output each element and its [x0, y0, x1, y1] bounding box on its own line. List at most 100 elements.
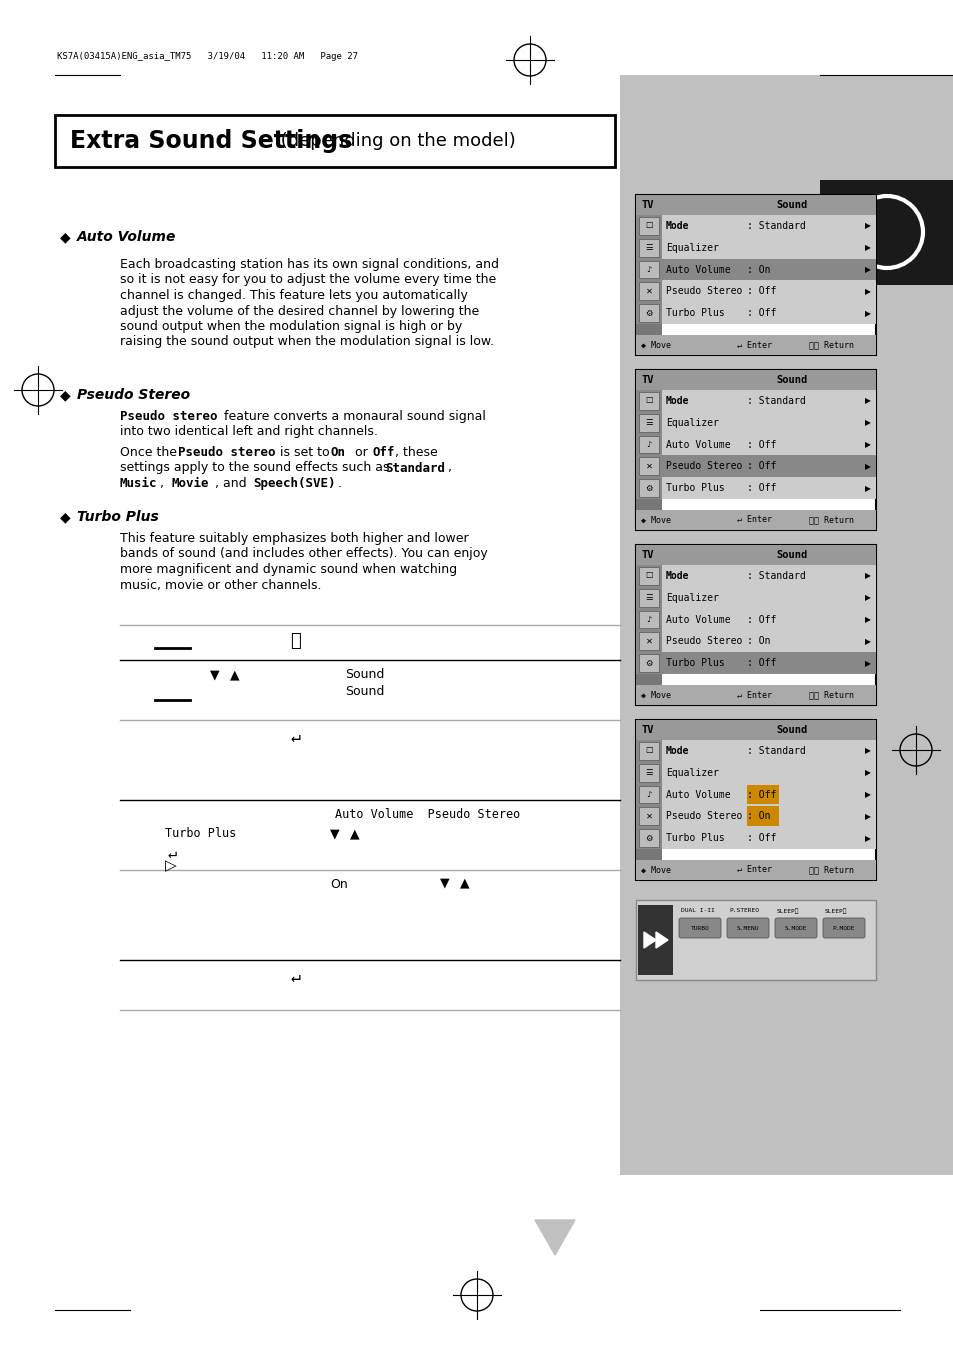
Text: ☰: ☰	[644, 769, 652, 777]
Text: ⚙: ⚙	[644, 484, 652, 493]
Text: Turbo Plus: Turbo Plus	[165, 827, 236, 840]
Bar	[636, 477, 661, 499]
Bar	[636, 586, 661, 609]
Bar	[661, 762, 875, 784]
Bar	[55, 115, 615, 168]
Bar	[639, 392, 659, 409]
Text: ☐: ☐	[644, 571, 652, 581]
Text: Standard: Standard	[385, 462, 444, 474]
Text: ▶: ▶	[864, 222, 870, 231]
Text: ▼: ▼	[439, 875, 449, 889]
Bar	[639, 763, 659, 782]
Bar	[636, 586, 661, 609]
Text: ▼: ▼	[330, 827, 339, 840]
Bar	[636, 215, 661, 236]
Polygon shape	[535, 1220, 575, 1255]
Text: : Off: : Off	[746, 286, 776, 296]
Text: TV: TV	[641, 550, 654, 561]
Bar	[636, 827, 661, 848]
Bar	[636, 805, 661, 827]
Text: more magnificent and dynamic sound when watching: more magnificent and dynamic sound when …	[120, 563, 456, 576]
Text: Turbo Plus: Turbo Plus	[665, 308, 724, 319]
Text: SLEEP③: SLEEP③	[824, 908, 846, 913]
Bar	[661, 565, 875, 586]
Text: ↵ Enter: ↵ Enter	[736, 690, 771, 700]
Text: TV: TV	[641, 200, 654, 209]
Bar	[639, 786, 659, 804]
Text: Pseudo stereo: Pseudo stereo	[120, 409, 217, 423]
Text: : Off: : Off	[746, 484, 776, 493]
Bar	[820, 180, 953, 285]
Text: feature converts a monaural sound signal: feature converts a monaural sound signal	[220, 409, 485, 423]
Bar	[636, 740, 661, 762]
Text: SLEEP④: SLEEP④	[776, 908, 799, 913]
Text: ▶: ▶	[864, 265, 870, 274]
Text: Movie: Movie	[172, 477, 210, 490]
Text: S.MODE: S.MODE	[784, 925, 806, 931]
Bar	[636, 390, 661, 509]
Bar	[661, 258, 875, 281]
Text: ▶: ▶	[864, 243, 870, 253]
Text: : Off: : Off	[746, 308, 776, 319]
Bar	[636, 335, 875, 355]
Text: ↵: ↵	[290, 728, 299, 746]
Text: ▼: ▼	[210, 667, 219, 681]
Bar	[661, 281, 875, 303]
Text: TV: TV	[641, 725, 654, 735]
Text: : Standard: : Standard	[746, 222, 805, 231]
Bar	[746, 807, 779, 827]
Text: S.MENU: S.MENU	[736, 925, 759, 931]
Text: Pseudo Stereo: Pseudo Stereo	[665, 812, 741, 821]
Text: On: On	[331, 446, 346, 459]
Bar	[639, 654, 659, 671]
Text: : Off: : Off	[746, 439, 776, 450]
Text: Equalizer: Equalizer	[665, 417, 719, 428]
Text: ,: ,	[160, 477, 168, 490]
Text: settings apply to the sound effects such as: settings apply to the sound effects such…	[120, 462, 393, 474]
Text: Auto Volume  Pseudo Stereo: Auto Volume Pseudo Stereo	[335, 808, 519, 821]
Bar	[636, 653, 661, 674]
Text: into two identical left and right channels.: into two identical left and right channe…	[120, 426, 377, 439]
Text: ▶: ▶	[864, 615, 870, 624]
Text: sound output when the modulation signal is high or by: sound output when the modulation signal …	[120, 320, 462, 332]
Text: ▶: ▶	[864, 419, 870, 427]
Bar	[636, 609, 661, 631]
Text: : Standard: : Standard	[746, 746, 805, 757]
Text: ↵ Enter: ↵ Enter	[736, 516, 771, 524]
Text: Sound: Sound	[776, 725, 807, 735]
Text: ☐: ☐	[644, 396, 652, 405]
Bar	[636, 509, 875, 530]
Bar	[636, 784, 661, 805]
Bar	[636, 544, 875, 565]
Bar	[639, 282, 659, 300]
Text: : Off: : Off	[746, 789, 776, 800]
Bar	[636, 631, 661, 653]
Text: ▶: ▶	[864, 636, 870, 646]
Text: raising the sound output when the modulation signal is low.: raising the sound output when the modula…	[120, 335, 494, 349]
Bar	[661, 631, 875, 653]
Bar	[638, 905, 672, 975]
Text: Turbo Plus: Turbo Plus	[77, 509, 158, 524]
Text: ↵: ↵	[168, 846, 177, 861]
Text: On: On	[330, 878, 348, 892]
Bar	[639, 218, 659, 235]
Text: is set to: is set to	[275, 446, 334, 459]
Text: ◆: ◆	[60, 509, 71, 524]
Bar	[639, 830, 659, 847]
Text: ▶: ▶	[864, 396, 870, 405]
Bar	[636, 565, 661, 586]
Bar	[661, 455, 875, 477]
Text: : Off: : Off	[746, 461, 776, 471]
Text: ☐: ☐	[644, 222, 652, 231]
Bar	[639, 611, 659, 628]
FancyBboxPatch shape	[679, 917, 720, 938]
Text: ♪: ♪	[645, 790, 651, 798]
Bar	[636, 762, 661, 784]
Text: ▶: ▶	[864, 659, 870, 667]
Text: : Standard: : Standard	[746, 571, 805, 581]
Text: ▶: ▶	[864, 812, 870, 821]
Text: ☰☰ Return: ☰☰ Return	[808, 866, 853, 874]
Text: Pseudo Stereo: Pseudo Stereo	[665, 461, 741, 471]
Text: ◆ Move: ◆ Move	[640, 340, 670, 350]
Text: ↵: ↵	[290, 969, 299, 986]
